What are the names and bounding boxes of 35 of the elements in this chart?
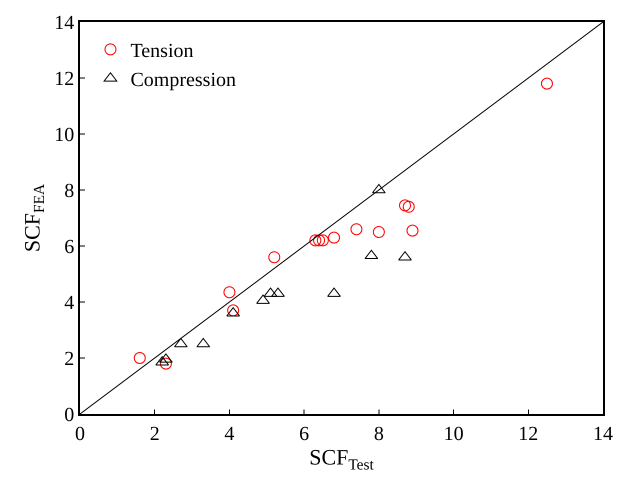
- point: [402, 200, 415, 213]
- y-tick-label: 4: [64, 292, 74, 314]
- x-axis-title: SCF$_{Test}$: [309, 444, 375, 474]
- x-tick-label: 4: [224, 422, 234, 445]
- point: [134, 352, 146, 364]
- point: [350, 223, 362, 236]
- x-tick-label: 6: [299, 422, 310, 445]
- y-tick-label: 2: [64, 348, 74, 370]
- point: [399, 199, 412, 212]
- point: [160, 358, 172, 370]
- legend-label: Tension: [130, 40, 194, 62]
- legend-label: Compression: [130, 69, 236, 92]
- y-tick-label: 14: [54, 12, 74, 34]
- x-tick-label: 12: [518, 422, 538, 445]
- point: [223, 286, 236, 298]
- point: [313, 234, 326, 246]
- point: [316, 234, 329, 246]
- point: [372, 226, 385, 238]
- point: [159, 353, 173, 363]
- y-tick-label: 12: [54, 68, 74, 90]
- y-tick-label: 0: [64, 404, 74, 426]
- point: [268, 251, 280, 264]
- point: [540, 78, 553, 90]
- x-tick-label: 2: [150, 422, 160, 445]
- point: [364, 250, 378, 260]
- y-tick-label: 8: [64, 180, 74, 202]
- y-tick-label: 6: [64, 236, 74, 258]
- x-tick-label: 10: [444, 422, 464, 445]
- point: [406, 224, 418, 237]
- x-tick-label: 14: [593, 422, 613, 445]
- point: [328, 232, 340, 244]
- y-tick-label: 10: [54, 124, 74, 146]
- point: [227, 304, 240, 316]
- point: [309, 234, 322, 246]
- x-tick-label: 8: [374, 422, 384, 445]
